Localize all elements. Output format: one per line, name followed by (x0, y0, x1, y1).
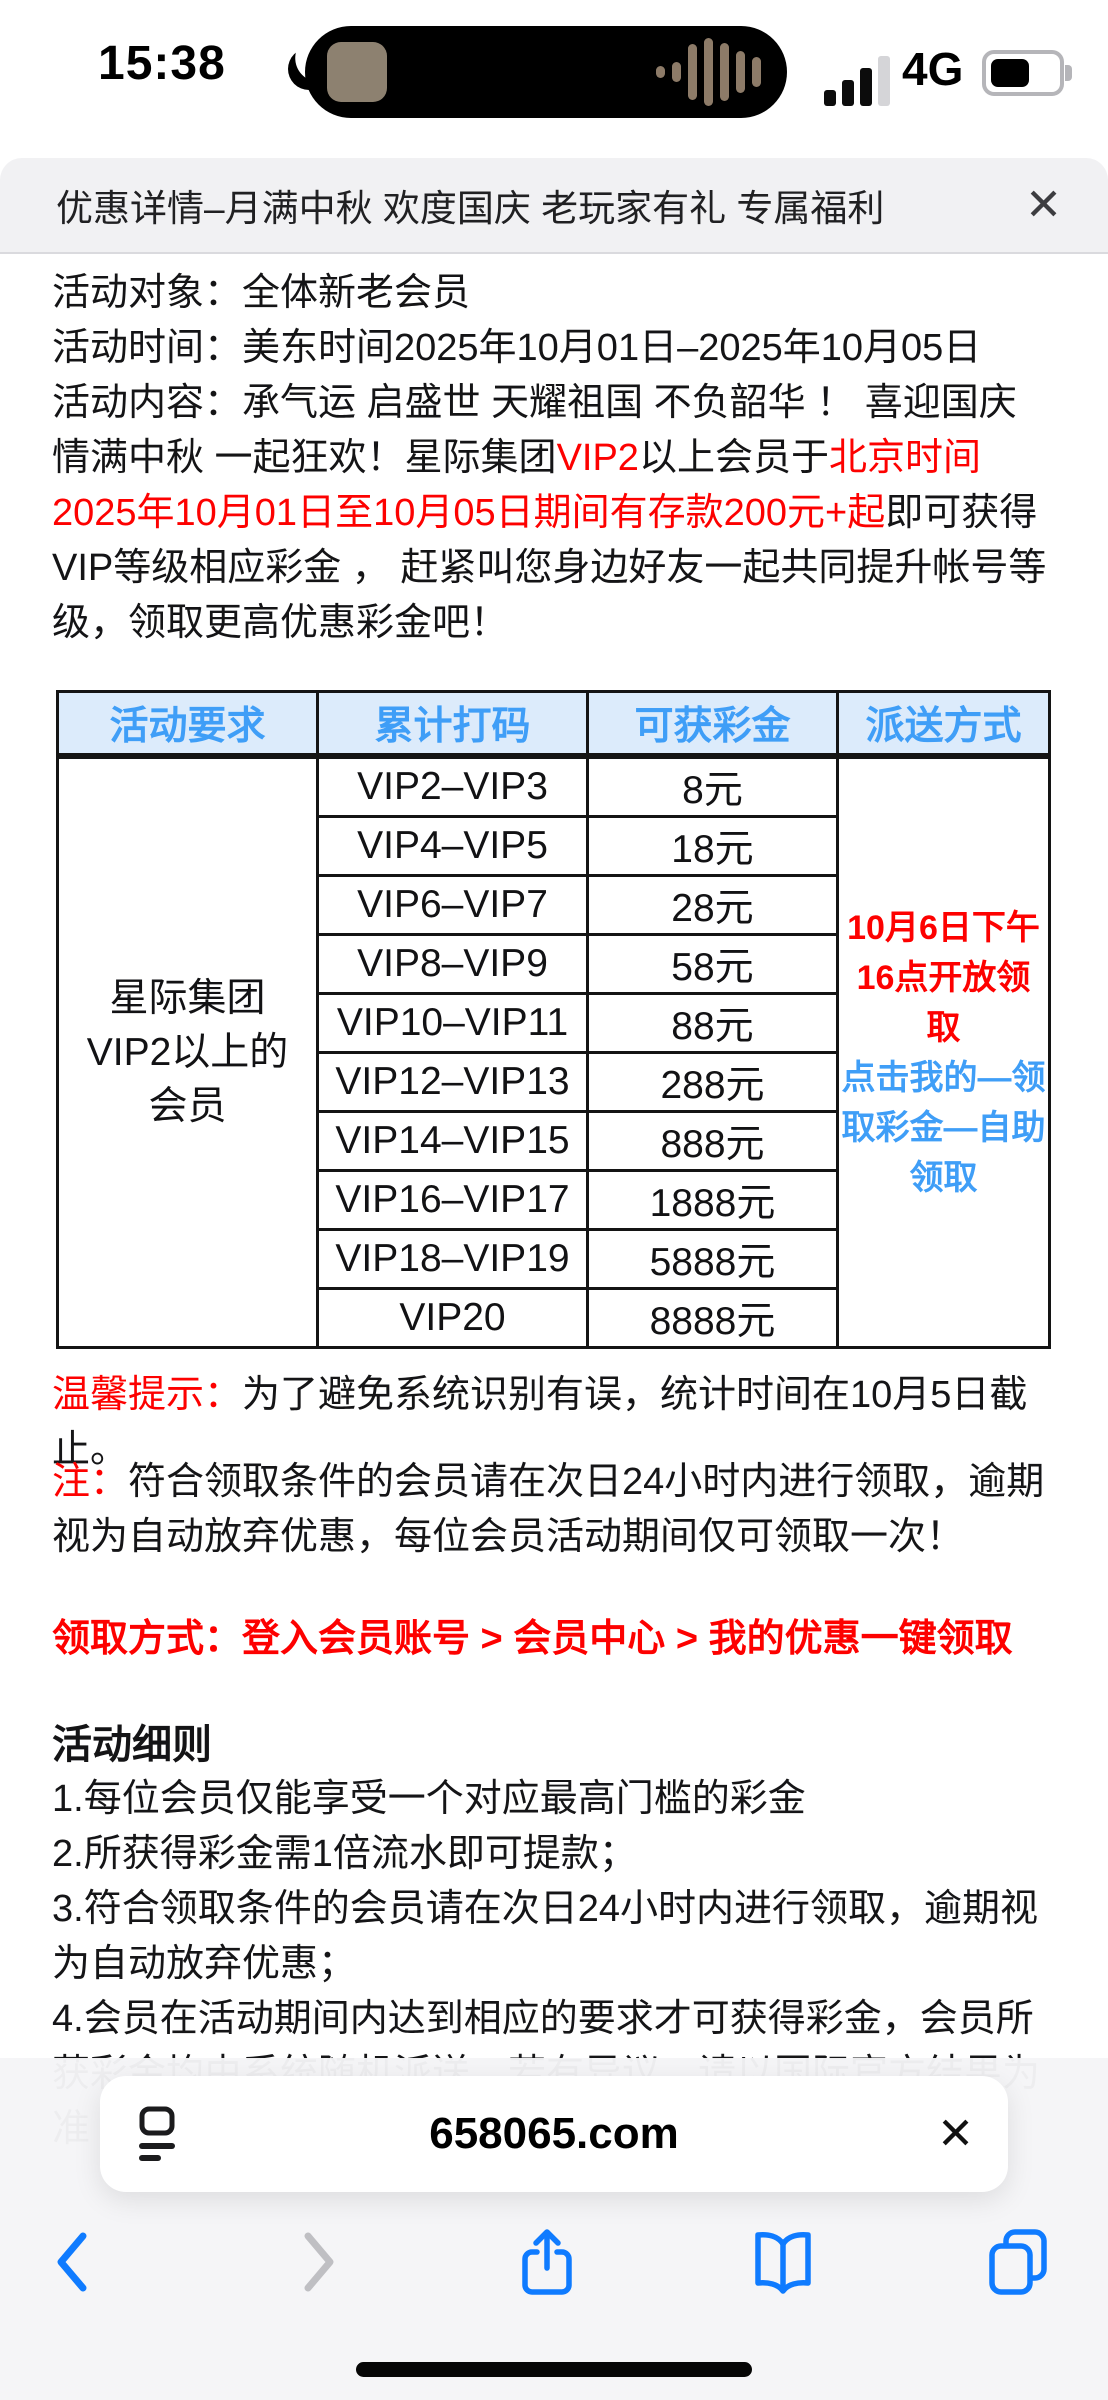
network-type-label: 4G (902, 43, 964, 95)
promo-target-line: 活动对象：全体新老会员 (52, 272, 471, 314)
audio-waveform-icon (656, 26, 761, 118)
delivery-cell: 10月6日下午 16点开放领 取 点击我的—领 取彩金—自助 领取 (836, 754, 1051, 1349)
table-row: 星际集团 VIP2以上的 会员 VIP2–VIP3 8元 10月6日下午 16点… (56, 754, 1051, 1349)
vip-range-cell: VIP6–VIP7 (316, 874, 589, 936)
warm-tip-label: 温馨提示： (52, 1374, 243, 1416)
note-label: 注： (52, 1461, 129, 1503)
table-row: VIP4–VIP5 18元 (58, 815, 1050, 877)
avatar (327, 42, 387, 102)
dynamic-island[interactable] (305, 26, 787, 118)
warm-tip-text: 为了避免系统识别有误，统计时间在10月5日截止。 (52, 1374, 1028, 1471)
home-indicator[interactable] (356, 2362, 752, 2377)
tabs-icon[interactable] (982, 2226, 1054, 2298)
rule-item: 2.所获得彩金需1倍流水即可提款； (52, 1833, 637, 1875)
table-row: VIP12–VIP13 288元 (58, 1051, 1050, 1113)
table-row: VIP18–VIP19 5888元 (58, 1228, 1050, 1290)
reader-icon[interactable] (138, 2106, 184, 2167)
col-header-delivery: 派送方式 (836, 690, 1051, 759)
note-text: 符合领取条件的会员请在次日24小时内进行领取，逾期视为自动放弃优惠，每位会员活动… (52, 1461, 1045, 1558)
bonus-cell: 58元 (586, 933, 839, 995)
vip-bonus-table: 活动要求 累计打码 可获彩金 派送方式 星际集团 VIP2以上的 会员 VIP2… (56, 690, 1051, 1349)
vip-range-cell: VIP20 (316, 1287, 589, 1349)
table-header-row: 活动要求 累计打码 可获彩金 派送方式 (56, 690, 1051, 759)
forward-icon[interactable] (281, 2226, 353, 2298)
table-row: VIP14–VIP15 888元 (58, 1110, 1050, 1172)
bonus-cell: 288元 (586, 1051, 839, 1113)
back-icon[interactable] (38, 2226, 110, 2298)
vip-range-cell: VIP10–VIP11 (316, 992, 589, 1054)
promo-content-red-vip: VIP2 (556, 437, 639, 479)
bonus-cell: 28元 (586, 874, 839, 936)
bonus-cell: 8888元 (586, 1287, 839, 1349)
battery-icon (982, 50, 1072, 96)
promo-description: 活动对象：全体新老会员 活动时间：美东时间2025年10月01日–2025年10… (52, 266, 1058, 651)
promo-content-suffix: 即可获得VIP等级相应彩金 ， 赶紧叫您身边好友一起共同提升帐号等级，领取更高优… (52, 492, 1047, 644)
table-row: VIP20 8888元 (58, 1287, 1050, 1349)
rule-item: 3.符合领取条件的会员请在次日24小时内进行领取，逾期视为自动放弃优惠； (52, 1888, 1038, 1985)
bonus-cell: 888元 (586, 1110, 839, 1172)
bonus-cell: 5888元 (586, 1228, 839, 1290)
cell-signal-icon (824, 44, 890, 106)
browser-bottom-bar: 658065.com ✕ (0, 2058, 1108, 2400)
promo-content-mid: 以上会员于 (638, 437, 829, 479)
stop-loading-icon[interactable]: ✕ (937, 2109, 974, 2159)
table-row: VIP6–VIP7 28元 (58, 874, 1050, 936)
delivery-open-time: 10月6日下午 16点开放领 取 (847, 908, 1040, 1047)
vip-range-cell: VIP16–VIP17 (316, 1169, 589, 1231)
bookmarks-icon[interactable] (747, 2226, 819, 2298)
vip-range-cell: VIP18–VIP19 (316, 1228, 589, 1290)
bonus-cell: 88元 (586, 992, 839, 1054)
vip-range-cell: VIP8–VIP9 (316, 933, 589, 995)
rule-item: 1.每位会员仅能享受一个对应最高门槛的彩金 (52, 1778, 806, 1820)
page-title: 优惠详情–月满中秋 欢度国庆 老玩家有礼 专属福利 (56, 188, 885, 229)
clock: 15:38 (98, 37, 226, 90)
requirement-cell: 星际集团 VIP2以上的 会员 (56, 754, 319, 1349)
table-row: VIP16–VIP17 1888元 (58, 1169, 1050, 1231)
promo-sheet-header: 优惠详情–月满中秋 欢度国庆 老玩家有礼 专属福利 ✕ (0, 158, 1108, 254)
address-bar[interactable]: 658065.com ✕ (100, 2076, 1008, 2192)
bonus-cell: 8元 (586, 754, 839, 818)
status-bar: 15:38 4G (0, 0, 1108, 152)
col-header-bonus: 可获彩金 (586, 690, 839, 759)
promo-time-line: 活动时间：美东时间2025年10月01日–2025年10月05日 (52, 327, 982, 369)
table-row: VIP10–VIP11 88元 (58, 992, 1050, 1054)
warm-tip: 温馨提示：为了避免系统识别有误，统计时间在10月5日截止。 (52, 1368, 1058, 1478)
bonus-cell: 18元 (586, 815, 839, 877)
close-icon[interactable]: ✕ (1025, 180, 1062, 230)
table-row: VIP8–VIP9 58元 (58, 933, 1050, 995)
delivery-claim-path: 点击我的—领 取彩金—自助 领取 (841, 1058, 1046, 1197)
url-text[interactable]: 658065.com (429, 2109, 679, 2158)
claim-method-line: 领取方式：登入会员账号 > 会员中心 > 我的优惠一键领取 (52, 1618, 1013, 1660)
promo-content-prefix: 活动内容：承气运 启盛世 天耀祖国 不负韶华 ！ 喜迎国庆 情满中秋 一起狂欢！… (52, 382, 1017, 479)
vip-range-cell: VIP14–VIP15 (316, 1110, 589, 1172)
vip-range-cell: VIP4–VIP5 (316, 815, 589, 877)
col-header-wager: 累计打码 (316, 690, 589, 759)
rules-heading: 活动细则 (52, 1723, 212, 1767)
bonus-cell: 1888元 (586, 1169, 839, 1231)
vip-range-cell: VIP2–VIP3 (316, 754, 589, 818)
promo-content-red-period: 北京时间2025年10月01日至10月05日期间有存款200元+起 (52, 437, 981, 534)
share-icon[interactable] (511, 2226, 583, 2298)
vip-range-cell: VIP12–VIP13 (316, 1051, 589, 1113)
col-header-requirement: 活动要求 (56, 690, 319, 759)
note-tip: 注：符合领取条件的会员请在次日24小时内进行领取，逾期视为自动放弃优惠，每位会员… (52, 1455, 1058, 1565)
